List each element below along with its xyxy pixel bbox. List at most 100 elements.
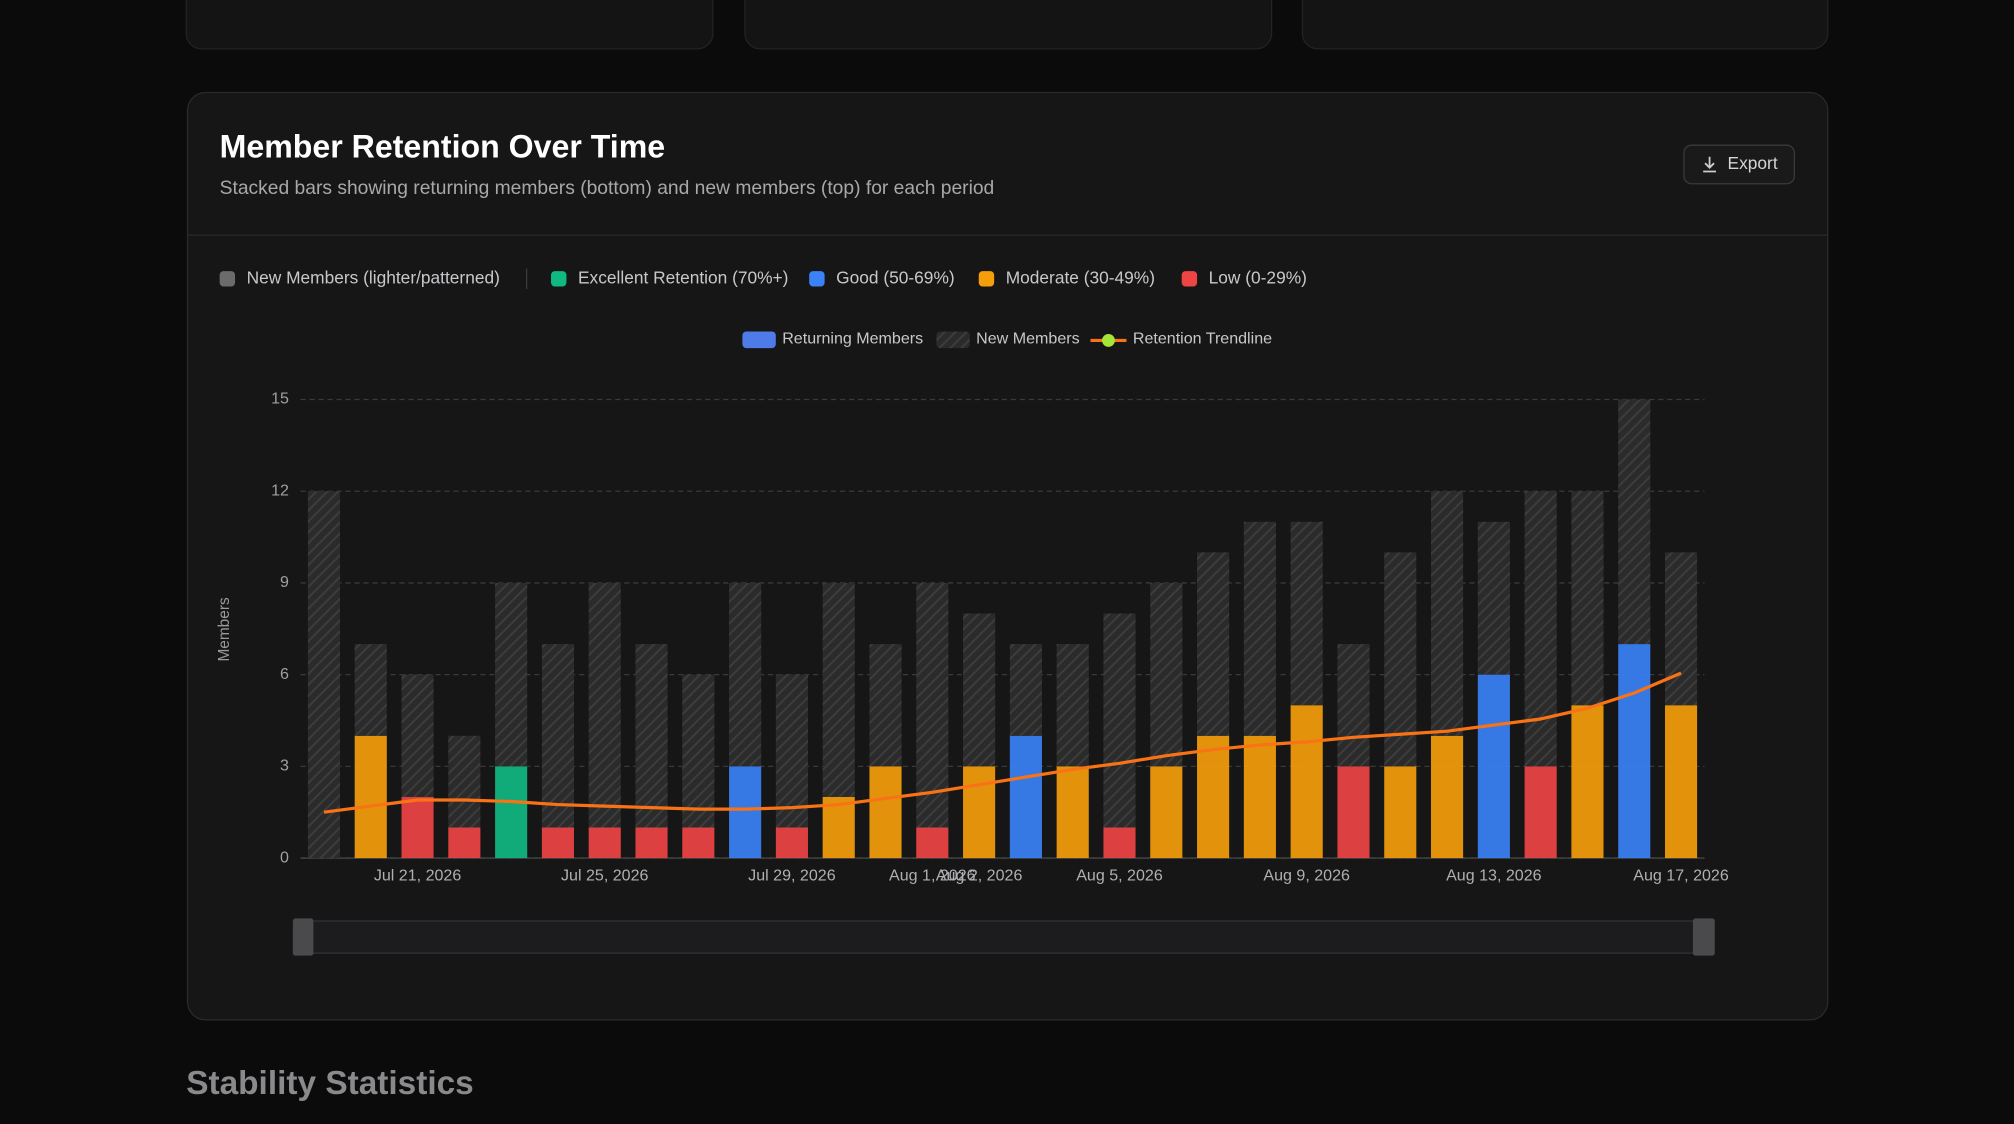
y-tick-label: 12: [271, 481, 289, 499]
bar-returning: [1571, 705, 1604, 859]
bar-new: [1290, 521, 1323, 706]
legend-swatch: [551, 271, 567, 287]
x-tick-label: Aug 2, 2026: [936, 866, 1023, 884]
legend-label: New Members: [976, 329, 1079, 347]
legend-swatch: [809, 271, 825, 287]
bar-new: [963, 613, 996, 767]
bar-returning: [822, 796, 855, 859]
stat-card: [744, 0, 1273, 50]
bar-returning: [682, 827, 715, 859]
bar-returning: [1384, 766, 1417, 859]
bar-new: [588, 582, 621, 828]
y-axis-label: Members: [216, 597, 233, 662]
bar-returning: [495, 766, 528, 859]
x-tick-label: Jul 21, 2026: [374, 866, 462, 884]
zoom-slider[interactable]: [302, 920, 1704, 954]
stat-card: [185, 0, 714, 50]
bar-returning: [1243, 735, 1276, 859]
bar-new: [1197, 552, 1230, 736]
bar-new: [822, 582, 855, 797]
bar-returning: [1103, 827, 1136, 859]
bar-returning: [1664, 705, 1698, 859]
bar-returning: [448, 827, 481, 859]
legend-swatch: [742, 331, 776, 349]
legend-swatch: [219, 271, 236, 287]
legend-swatch: [936, 331, 970, 349]
legend-label: Moderate (30-49%): [1006, 267, 1155, 287]
bar-returning: [1431, 735, 1464, 859]
y-tick-label: 3: [280, 757, 289, 775]
export-label[interactable]: Export: [1728, 153, 1778, 173]
zoom-handle[interactable]: [1692, 918, 1715, 956]
y-tick-label: 0: [280, 848, 289, 866]
bar-new: [1384, 552, 1417, 767]
bar-returning: [1524, 766, 1557, 859]
bar-new: [1243, 521, 1276, 736]
bar-returning: [775, 827, 808, 859]
bar-returning: [401, 796, 434, 859]
bar-new: [1431, 491, 1464, 736]
legend-label: New Members (lighter/patterned): [247, 267, 500, 287]
bar-returning: [1337, 766, 1370, 859]
y-tick-label: 9: [280, 573, 289, 591]
stat-card: [1301, 0, 1829, 50]
export-button-box[interactable]: [1683, 144, 1796, 185]
export-button[interactable]: Export: [1683, 144, 1796, 185]
bar-new: [775, 674, 808, 828]
x-tick-label: Jul 29, 2026: [748, 866, 836, 884]
bar-new: [495, 582, 528, 767]
bar-new: [916, 582, 949, 828]
zoom-handle[interactable]: [292, 918, 314, 956]
bar-new: [1524, 491, 1557, 767]
x-tick-label: Aug 9, 2026: [1263, 866, 1350, 884]
legend-label: Excellent Retention (70%+): [578, 267, 788, 287]
bar-returning: [1197, 735, 1230, 859]
legend-label: Returning Members: [782, 329, 923, 347]
bar-new: [682, 674, 715, 828]
bar-new: [1571, 491, 1604, 706]
bar-returning: [1009, 735, 1042, 859]
card-subtitle: Stacked bars showing returning members (…: [220, 178, 995, 199]
bar-new: [1618, 399, 1651, 645]
legend-label: Low (0-29%): [1209, 267, 1307, 287]
bar-new: [1477, 521, 1510, 675]
x-tick-label: Aug 13, 2026: [1446, 866, 1542, 884]
legend-swatch: [1102, 334, 1115, 347]
bar-new: [635, 644, 668, 828]
bar-new: [1337, 644, 1370, 767]
bar-returning: [916, 827, 949, 859]
bar-new: [307, 491, 341, 859]
section-heading: Stability Statistics: [186, 1065, 474, 1102]
bar-returning: [541, 827, 574, 859]
download-icon: [1703, 156, 1717, 173]
bar-returning: [354, 735, 387, 859]
bar-new: [1103, 613, 1136, 828]
y-tick-label: 15: [271, 390, 289, 408]
card-title: Member Retention Over Time: [220, 129, 666, 165]
legend-swatch: [1181, 271, 1198, 287]
x-tick-label: Aug 1, 2026: [889, 866, 976, 884]
bar-new: [1664, 552, 1698, 706]
bar-new: [869, 644, 902, 767]
bar-new: [354, 644, 387, 736]
bar-returning: [963, 766, 996, 859]
x-tick-label: Aug 5, 2026: [1076, 866, 1163, 884]
x-tick-label: Aug 17, 2026: [1633, 866, 1729, 884]
bar-returning: [1150, 766, 1183, 859]
bar-returning: [869, 766, 902, 859]
legend-label: Good (50-69%): [836, 267, 954, 287]
legend-swatch: [978, 271, 995, 287]
trendline: [323, 671, 1682, 814]
bar-new: [729, 582, 762, 767]
x-tick-label: Jul 25, 2026: [561, 866, 649, 884]
bar-new: [448, 735, 481, 828]
bar-new: [1150, 582, 1183, 767]
bar-new: [541, 644, 574, 828]
legend-label: Retention Trendline: [1133, 329, 1272, 347]
bar-returning: [729, 766, 762, 859]
bar-returning: [1290, 705, 1323, 859]
bar-new: [1009, 644, 1042, 736]
bar-new: [401, 674, 434, 797]
